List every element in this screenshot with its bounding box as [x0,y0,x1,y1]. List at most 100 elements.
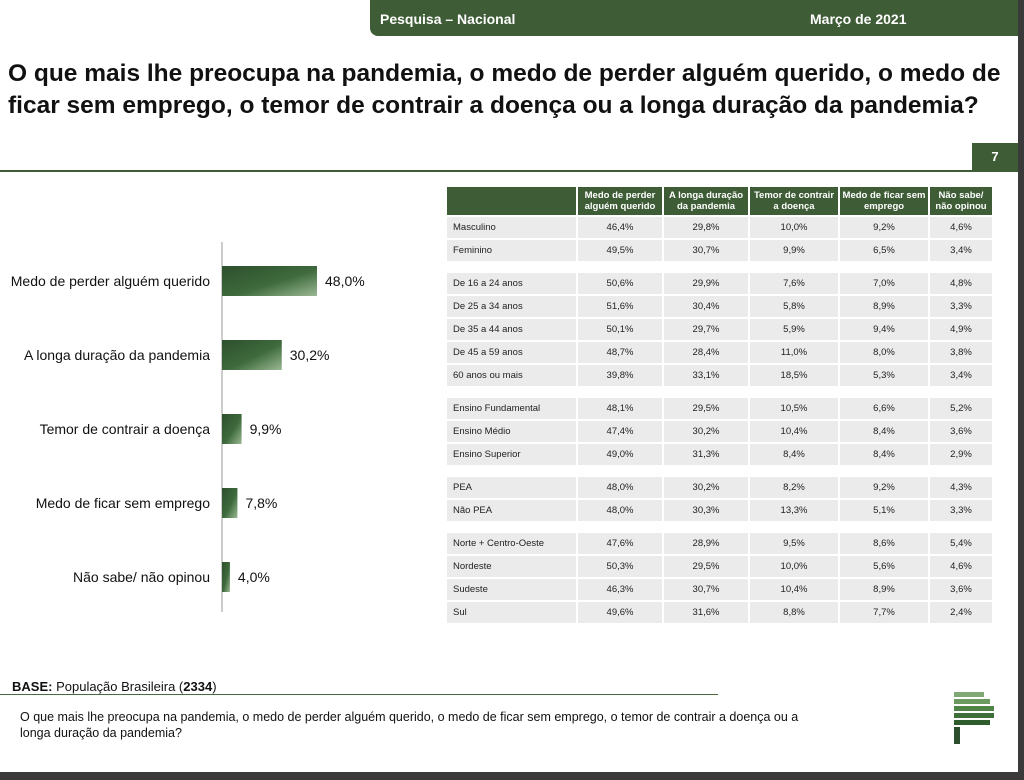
table-cell: 29,5% [664,556,748,577]
row-label: Norte + Centro-Oeste [447,533,576,554]
table-group-spacer [447,523,992,531]
table-cell: 9,4% [840,319,928,340]
page-title: O que mais lhe preocupa na pandemia, o m… [8,60,1001,119]
base-close: ) [212,679,217,694]
table-cell: 8,4% [840,444,928,465]
poderdata-logo [954,692,994,744]
bar [222,562,230,592]
table-cell: 46,4% [578,217,662,238]
spacer-cell [447,388,992,396]
table-cell: 46,3% [578,579,662,600]
table-row: De 25 a 34 anos 51,6% 30,4% 5,8% 8,9% 3,3% [447,296,992,317]
bar-value-label: 4,0% [238,569,270,585]
table-cell: 30,7% [664,579,748,600]
table-cell: 5,9% [750,319,838,340]
table-cell: 18,5% [750,365,838,386]
bar-category-label: Não sabe/ não opinou [73,569,210,585]
table-cell: 31,3% [664,444,748,465]
table-cell: 7,0% [840,273,928,294]
table-cell: 47,6% [578,533,662,554]
table-row: Não PEA 48,0% 30,3% 13,3% 5,1% 3,3% [447,500,992,521]
table-cell: 7,6% [750,273,838,294]
table-cell: 31,6% [664,602,748,623]
base-note: BASE: População Brasileira (2334) [12,679,217,694]
table-cell: 50,3% [578,556,662,577]
bar-category-label: Medo de perder alguém querido [11,273,210,289]
table-cell: 3,4% [930,240,992,261]
table-cell: 29,5% [664,398,748,419]
spacer-cell [447,467,992,475]
table-cell: 2,4% [930,602,992,623]
bar-value-label: 9,9% [250,421,282,437]
footer-divider [0,694,718,695]
row-label: Sudeste [447,579,576,600]
table-cell: 9,9% [750,240,838,261]
table-row: De 35 a 44 anos 50,1% 29,7% 5,9% 9,4% 4,9% [447,319,992,340]
table-cell: 8,4% [840,421,928,442]
row-label: PEA [447,477,576,498]
table-header-cell: Medo de ficar sem emprego [840,187,928,215]
table-cell: 9,2% [840,477,928,498]
row-label: 60 anos ou mais [447,365,576,386]
table-cell: 10,5% [750,398,838,419]
table-row: PEA 48,0% 30,2% 8,2% 9,2% 4,3% [447,477,992,498]
table-cell: 50,1% [578,319,662,340]
table-cell: 50,6% [578,273,662,294]
table-row: 60 anos ou mais 39,8% 33,1% 18,5% 5,3% 3,4% [447,365,992,386]
table-cell: 8,8% [750,602,838,623]
header-survey-label: Pesquisa – Nacional [380,11,516,27]
table-cell: 30,4% [664,296,748,317]
table-group-spacer [447,263,992,271]
bar-chart: Medo de perder alguém querido 48,0% A long… [11,242,365,612]
table-cell: 33,1% [664,365,748,386]
bar-value-label: 48,0% [325,273,365,289]
table-row: Sudeste 46,3% 30,7% 10,4% 8,9% 3,6% [447,579,992,600]
table-cell: 5,2% [930,398,992,419]
table-row: Masculino 46,4% 29,8% 10,0% 9,2% 4,6% [447,217,992,238]
table-cell: 8,9% [840,579,928,600]
table-cell: 8,0% [840,342,928,363]
row-label: Feminino [447,240,576,261]
table-header-cell: Temor de contrair a doença [750,187,838,215]
table-row: Feminino 49,5% 30,7% 9,9% 6,5% 3,4% [447,240,992,261]
table-cell: 8,9% [840,296,928,317]
table-row: Sul 49,6% 31,6% 8,8% 7,7% 2,4% [447,602,992,623]
table-row: Ensino Fundamental 48,1% 29,5% 10,5% 6,6% 5,2… [447,398,992,419]
bar-category-label: Temor de contrair a doença [40,421,211,437]
table-cell: 29,7% [664,319,748,340]
table-group-spacer [447,467,992,475]
table-cell: 29,9% [664,273,748,294]
table-header-cell: Medo de perder alguém querido [578,187,662,215]
table-cell: 48,0% [578,500,662,521]
table-cell: 30,2% [664,477,748,498]
table-cell: 10,4% [750,421,838,442]
table-cell: 5,6% [840,556,928,577]
table-cell: 10,0% [750,556,838,577]
table-cell: 48,7% [578,342,662,363]
table-cell: 28,4% [664,342,748,363]
table-cell: 9,2% [840,217,928,238]
header-date-label: Março de 2021 [810,11,907,27]
table-cell: 48,1% [578,398,662,419]
table-cell: 4,9% [930,319,992,340]
crosstab-table: Medo de perder alguém querido A longa du… [445,185,994,625]
table-header-blank [447,187,576,215]
row-label: Ensino Superior [447,444,576,465]
table-cell: 10,0% [750,217,838,238]
table-cell: 39,8% [578,365,662,386]
row-label: Ensino Médio [447,421,576,442]
table-cell: 49,0% [578,444,662,465]
row-label: Não PEA [447,500,576,521]
table-cell: 5,8% [750,296,838,317]
bar-category-label: A longa duração da pandemia [24,347,210,363]
bar [222,340,282,370]
table-cell: 3,3% [930,500,992,521]
table-cell: 6,5% [840,240,928,261]
row-label: De 16 a 24 anos [447,273,576,294]
table-cell: 6,6% [840,398,928,419]
page-number: 7 [972,143,1018,170]
table-cell: 49,5% [578,240,662,261]
table-cell: 8,4% [750,444,838,465]
table-cell: 5,4% [930,533,992,554]
